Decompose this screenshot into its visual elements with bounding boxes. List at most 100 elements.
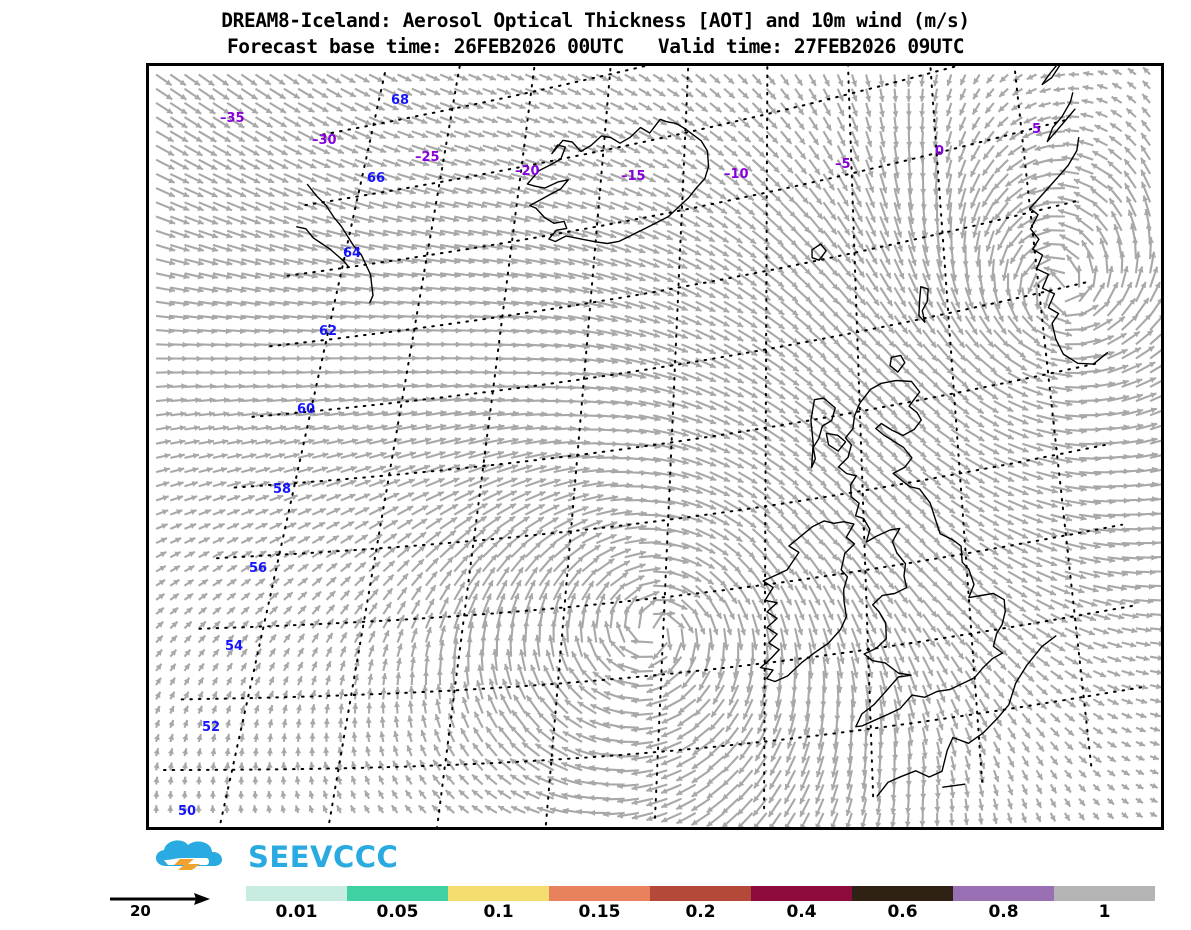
wind-vector-head xyxy=(278,79,285,85)
wind-vector-head xyxy=(865,95,871,102)
wind-vector-head xyxy=(1017,222,1025,228)
wind-vector-head xyxy=(942,314,948,322)
wind-vector-head xyxy=(708,250,715,256)
wind-vector-head xyxy=(564,160,571,167)
wind-vector-head xyxy=(238,150,246,156)
wind-vector-head xyxy=(737,335,744,341)
wind-vector-head xyxy=(311,218,318,224)
wind-vector xyxy=(1149,316,1161,331)
wind-vector-head xyxy=(654,374,661,380)
wind-vector-head xyxy=(1001,274,1008,281)
wind-vector-head xyxy=(866,125,872,132)
wind-vector-head xyxy=(969,315,976,322)
wind-vector-head xyxy=(861,340,867,347)
wind-vector-head xyxy=(959,124,965,131)
wind-vector-head xyxy=(815,183,821,190)
wind-vector-head xyxy=(253,191,261,197)
wind-vector-head xyxy=(984,230,990,237)
wind-vector-head xyxy=(1142,94,1149,101)
wind-vector-head xyxy=(880,171,887,178)
wind-vector-head xyxy=(681,361,688,367)
wind-vector-head xyxy=(971,328,978,335)
wind-vector-head xyxy=(893,156,900,163)
wind-vector-head xyxy=(420,104,427,110)
wind-vector-head xyxy=(886,285,892,293)
wind-vector-head xyxy=(197,314,204,321)
wind-vector-head xyxy=(479,160,486,166)
wind-vector-head xyxy=(938,274,945,281)
wind-vector-head xyxy=(624,247,632,253)
wind-vector-head xyxy=(419,75,426,82)
wind-vector-head xyxy=(533,117,541,124)
wind-vector-head xyxy=(1016,289,1023,296)
wind-vector-head xyxy=(211,178,218,184)
wind-vector-head xyxy=(477,117,484,124)
wind-vector-head xyxy=(764,308,771,315)
wind-vector-head xyxy=(617,104,624,110)
wind-vector-head xyxy=(1013,273,1019,280)
wind-vector-head xyxy=(1017,339,1024,346)
wind-vector-head xyxy=(939,287,946,295)
wind-vector-head xyxy=(913,300,920,307)
map-plot-area[interactable]: 68 66 64 62 60 58 56 54 52 50 –35 –30 –25 –20 –15 –10 –5… xyxy=(146,63,1164,830)
wind-vector-head xyxy=(1018,237,1025,244)
wind-vector-head xyxy=(507,160,514,166)
wind-vector-head xyxy=(267,177,275,183)
wind-vector-head xyxy=(395,203,402,209)
wind-vector-head xyxy=(783,78,789,86)
wind-vector-head xyxy=(211,205,218,211)
wind-vector-head xyxy=(1158,315,1161,318)
wind-vector-head xyxy=(282,218,289,225)
wind-vector-head xyxy=(830,228,837,235)
wind-vector-head xyxy=(1108,350,1115,357)
wind-vector-head xyxy=(181,150,189,156)
wind-vector-head xyxy=(775,195,782,202)
wind-vector-head xyxy=(597,302,604,309)
wind-vector-head xyxy=(703,149,710,156)
wind-vector-head xyxy=(622,204,629,211)
wind-vector-head xyxy=(1142,107,1148,114)
wind-vector-head xyxy=(706,207,714,213)
wind-vector-head xyxy=(919,95,926,102)
wind-vector-head xyxy=(391,90,398,96)
wind-vector-head xyxy=(509,202,516,209)
wind-vector-head xyxy=(1144,209,1150,216)
wind-vector-head xyxy=(987,260,994,267)
wind-vector-head xyxy=(379,147,387,153)
wind-vector-head xyxy=(675,134,682,140)
wind-vector-head xyxy=(589,104,596,110)
wind-vector-head xyxy=(985,245,992,252)
wind-vector-head xyxy=(705,192,713,199)
wind-vector-head xyxy=(194,94,201,100)
wind-vector-head xyxy=(535,160,543,167)
wind-vector-head xyxy=(593,189,600,196)
wind-vector-head xyxy=(1054,72,1061,79)
wind-vector-head xyxy=(756,107,763,114)
wind-vector-head xyxy=(422,146,429,153)
wind-vector-head xyxy=(482,230,488,237)
wind-vector-head xyxy=(254,232,261,239)
wind-vector-head xyxy=(673,105,680,111)
wind-vector-head xyxy=(493,160,500,166)
wind-vector-head xyxy=(1091,201,1098,208)
wind-vector-head xyxy=(1040,73,1047,79)
wind-vector-head xyxy=(729,106,736,113)
wind-vector-head xyxy=(625,275,632,282)
wind-vector-head xyxy=(478,131,485,138)
wind-vector-head xyxy=(406,118,414,125)
wind-vector-head xyxy=(410,230,417,237)
wind-vector-head xyxy=(785,137,792,144)
wind-vector-head xyxy=(465,160,472,166)
wind-vector-head xyxy=(728,92,735,99)
wind-vector-head xyxy=(1116,237,1122,244)
wind-vector-head xyxy=(860,312,866,319)
wind-vector-head xyxy=(958,203,964,210)
wind-vector-head xyxy=(770,107,777,114)
wind-vector-head xyxy=(421,118,428,124)
wind-vector-head xyxy=(892,126,899,133)
wind-vector-head xyxy=(535,146,542,152)
wind-vector-head xyxy=(875,354,882,361)
wind-vector-head xyxy=(621,190,629,196)
wind-vector-head xyxy=(646,119,653,125)
wind-vector-head xyxy=(804,240,811,247)
